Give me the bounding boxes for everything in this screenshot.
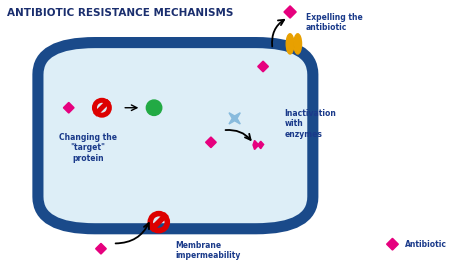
Polygon shape — [253, 140, 259, 149]
Text: Changing the
"target"
protein: Changing the "target" protein — [59, 133, 117, 163]
Polygon shape — [284, 6, 296, 18]
Text: Antibiotic: Antibiotic — [405, 240, 447, 249]
Polygon shape — [387, 238, 398, 250]
Ellipse shape — [146, 100, 162, 115]
Text: Expelling the
antibiotic: Expelling the antibiotic — [306, 13, 363, 32]
Polygon shape — [206, 137, 216, 148]
Text: ANTIBIOTIC RESISTANCE MECHANISMS: ANTIBIOTIC RESISTANCE MECHANISMS — [7, 8, 234, 18]
Polygon shape — [258, 141, 264, 149]
Ellipse shape — [286, 34, 294, 54]
Text: Membrane
impermeability: Membrane impermeability — [175, 241, 241, 260]
Ellipse shape — [294, 34, 301, 54]
Text: Inactivation
with
enzymes: Inactivation with enzymes — [284, 109, 336, 139]
Polygon shape — [258, 61, 268, 72]
Polygon shape — [64, 102, 74, 113]
Polygon shape — [229, 113, 240, 124]
Polygon shape — [96, 243, 106, 254]
FancyBboxPatch shape — [38, 43, 313, 229]
